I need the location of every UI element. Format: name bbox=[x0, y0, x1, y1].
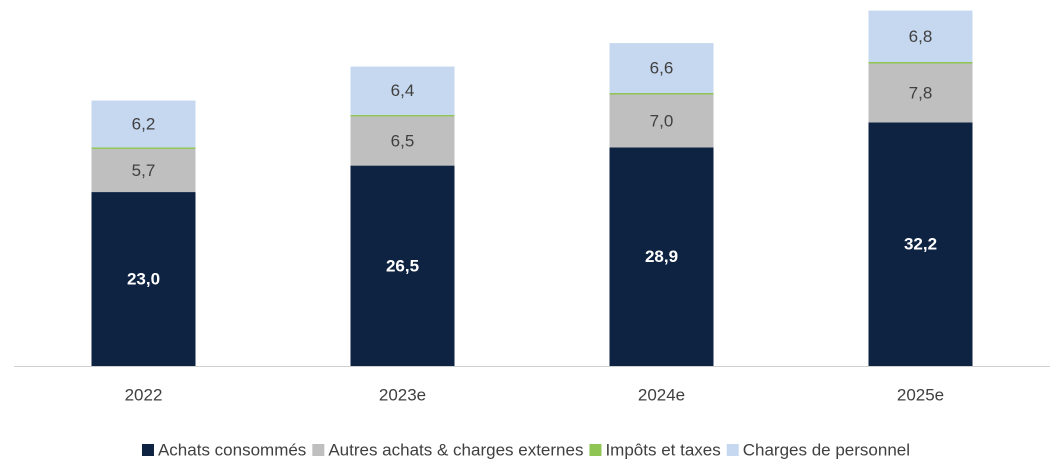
data-label: 5,7 bbox=[132, 161, 156, 180]
data-label: 6,5 bbox=[391, 132, 415, 151]
legend-label: Achats consommés bbox=[158, 440, 306, 459]
legend-swatch bbox=[141, 444, 154, 456]
bar-segment bbox=[609, 94, 714, 148]
bar-segment bbox=[350, 116, 455, 166]
bar-segment bbox=[91, 148, 196, 193]
bar-segment bbox=[609, 43, 714, 93]
bar-segment bbox=[868, 63, 973, 123]
bar-segment bbox=[91, 147, 196, 149]
data-label: 23,0 bbox=[127, 270, 160, 289]
data-label: 26,5 bbox=[386, 256, 419, 275]
data-label: 6,4 bbox=[391, 81, 415, 100]
bar-segment bbox=[609, 147, 714, 366]
legend-label: Charges de personnel bbox=[743, 440, 910, 459]
x-tick-label: 2024e bbox=[638, 385, 685, 404]
bar-segment bbox=[350, 114, 455, 117]
data-label: 6,6 bbox=[650, 59, 674, 78]
x-tick-label: 2023e bbox=[379, 385, 426, 404]
legend-label: Impôts et taxes bbox=[605, 440, 720, 459]
bar-segment bbox=[868, 122, 973, 366]
bar-segment bbox=[868, 10, 973, 62]
bar-segment bbox=[868, 61, 973, 64]
x-tick-label: 2022 bbox=[125, 385, 163, 404]
data-label: 32,2 bbox=[904, 235, 937, 254]
data-label: 7,8 bbox=[909, 83, 933, 102]
bar-segment bbox=[91, 192, 196, 366]
bar-segment bbox=[350, 165, 455, 366]
data-label: 28,9 bbox=[645, 247, 678, 266]
bar-segment bbox=[609, 92, 714, 95]
legend-swatch bbox=[312, 444, 325, 456]
legend-swatch bbox=[726, 444, 739, 456]
legend-swatch bbox=[589, 444, 602, 456]
legend-label: Autres achats & charges externes bbox=[328, 440, 583, 459]
data-label: 6,2 bbox=[132, 114, 156, 133]
data-label: 7,0 bbox=[650, 111, 674, 130]
bar-segment bbox=[350, 66, 455, 115]
data-label: 6,8 bbox=[909, 27, 933, 46]
x-tick-label: 2025e bbox=[897, 385, 944, 404]
bar-segment bbox=[91, 100, 196, 148]
